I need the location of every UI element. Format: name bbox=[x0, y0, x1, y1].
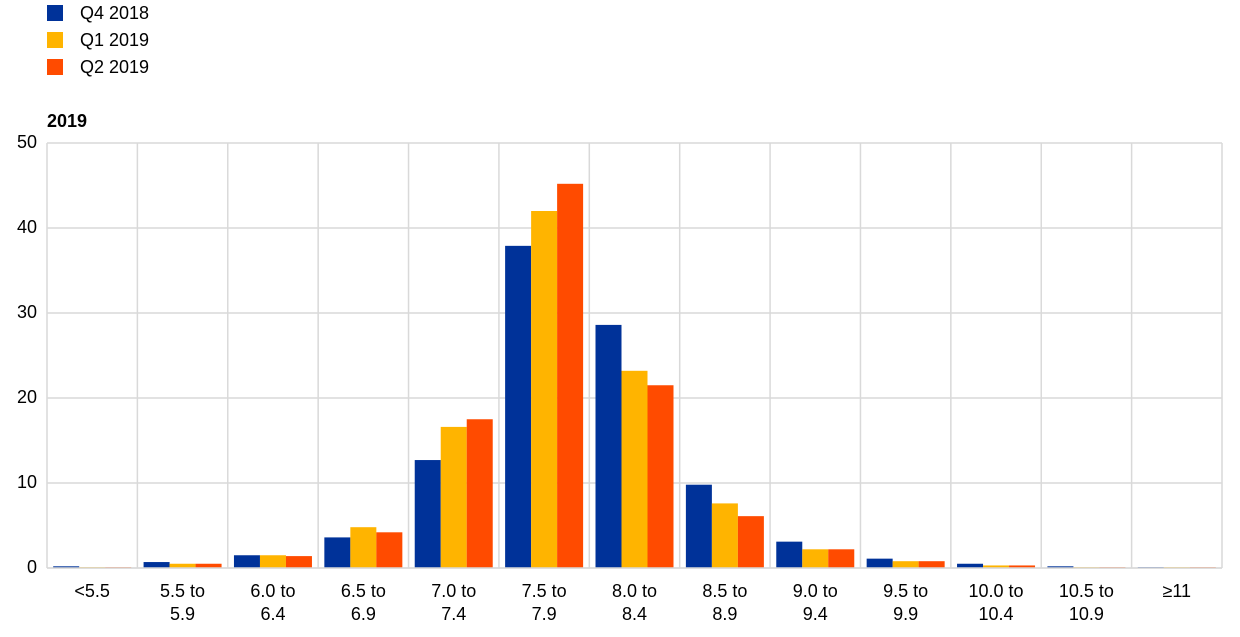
y-tick-label: 50 bbox=[17, 132, 37, 152]
legend-label: Q1 2019 bbox=[80, 30, 149, 50]
bar bbox=[195, 563, 222, 568]
bar bbox=[505, 245, 532, 568]
bar bbox=[233, 555, 260, 568]
bar bbox=[53, 566, 80, 568]
y-tick-label: 20 bbox=[17, 387, 37, 407]
y-tick-label: 10 bbox=[17, 472, 37, 492]
x-tick-label: 9.0 to 9.4 bbox=[792, 581, 838, 624]
x-tick-label: 9.5 to 9.9 bbox=[883, 581, 929, 624]
x-tick-label: 8.0 to 8.4 bbox=[611, 581, 658, 624]
bar bbox=[414, 460, 441, 568]
x-tick-label: 10.0 to 10.4 bbox=[968, 581, 1024, 624]
bar bbox=[557, 183, 584, 569]
bar bbox=[376, 532, 403, 568]
bar bbox=[259, 555, 286, 568]
x-tick-label: 7.0 to 7.4 bbox=[431, 581, 477, 624]
bar bbox=[802, 549, 829, 568]
legend-swatch bbox=[47, 59, 63, 75]
bar bbox=[983, 565, 1010, 568]
y-tick-label: 30 bbox=[17, 302, 37, 322]
x-tick-label: 6.5 to 6.9 bbox=[340, 581, 386, 624]
legend-label: Q2 2019 bbox=[80, 57, 149, 77]
bar bbox=[595, 324, 622, 568]
chart-title: 2019 bbox=[47, 111, 87, 131]
y-tick-label: 0 bbox=[27, 557, 37, 577]
bar bbox=[1047, 566, 1074, 568]
bar bbox=[1009, 565, 1036, 568]
bar bbox=[737, 516, 764, 568]
bar bbox=[324, 537, 351, 568]
bar bbox=[918, 561, 945, 568]
bar bbox=[621, 370, 648, 568]
bar bbox=[957, 563, 984, 568]
x-tick-label: ≥11 bbox=[1162, 581, 1192, 601]
legend-label: Q4 2018 bbox=[80, 3, 149, 23]
bar bbox=[828, 549, 855, 568]
x-tick-label: 6.0 to 6.4 bbox=[250, 581, 296, 624]
bar bbox=[169, 563, 196, 568]
bar bbox=[440, 426, 467, 568]
x-tick-label: 10.5 to 10.9 bbox=[1058, 581, 1114, 624]
bar bbox=[711, 503, 738, 568]
y-tick-label: 40 bbox=[17, 217, 37, 237]
bar bbox=[647, 385, 674, 568]
x-tick-label: 8.5 to 8.9 bbox=[702, 581, 748, 624]
x-tick-label: 7.5 to 7.9 bbox=[521, 581, 567, 624]
legend-swatch bbox=[47, 5, 63, 21]
bar bbox=[466, 419, 493, 568]
legend-swatch bbox=[47, 32, 63, 48]
bar bbox=[892, 561, 919, 568]
bar bbox=[685, 484, 712, 568]
bar bbox=[350, 527, 377, 568]
bar bbox=[143, 562, 170, 568]
x-tick-label: 5.5 to 5.9 bbox=[160, 581, 206, 624]
bar bbox=[866, 558, 893, 568]
bar bbox=[531, 211, 558, 568]
bar bbox=[285, 556, 312, 568]
x-tick-label: <5.5 bbox=[74, 581, 110, 601]
bar bbox=[776, 541, 803, 568]
